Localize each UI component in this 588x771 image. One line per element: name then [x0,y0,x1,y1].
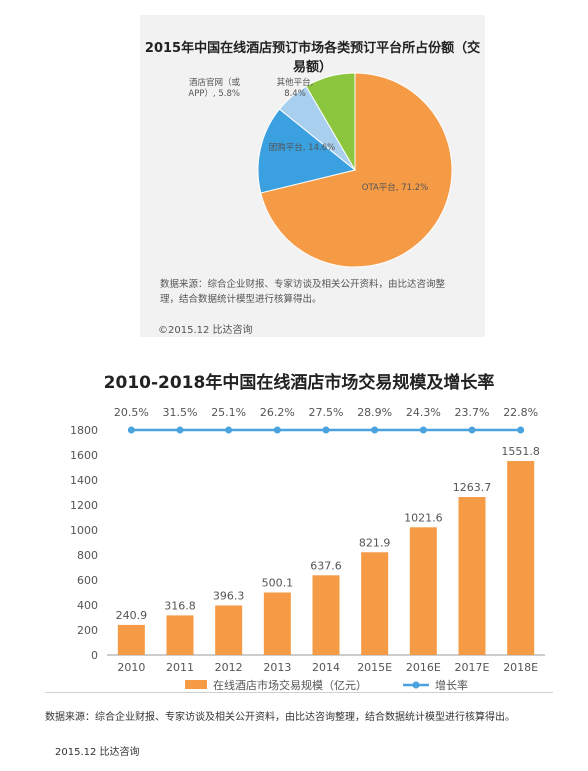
x-tick-label: 2015E [357,661,392,674]
growth-point [127,426,135,434]
growth-rate-label: 28.9% [357,406,392,419]
growth-rate-label: 22.8% [503,406,538,419]
legend-swatch-bars [185,680,207,689]
pie-slice-label-1: 团购平台, 14.6% [269,142,335,153]
growth-rate-label: 31.5% [163,406,198,419]
growth-point [273,426,281,434]
x-tick-label: 2016E [406,661,441,674]
bar-2013 [263,592,291,655]
bar-2016E [409,527,437,655]
y-tick-label: 1400 [70,474,98,487]
growth-point [419,426,427,434]
legend-label-bars: 在线酒店市场交易规模（亿元） [213,678,367,692]
pie-chart: OTA平台, 71.2% 团购平台, 14.6% 酒店官网（或 APP）, 5.8% 其… [188,72,453,268]
x-tick-label: 2013 [263,661,291,674]
y-tick-label: 1600 [70,449,98,462]
y-tick-label: 1800 [70,424,98,437]
growth-point [225,426,233,434]
bar-chart-title: 2010-2018年中国在线酒店市场交易规模及增长率 [103,373,495,393]
y-tick-label: 800 [77,549,98,562]
growth-rate-label: 23.7% [455,406,490,419]
y-tick-label: 1200 [70,499,98,512]
bar-2018E [507,461,535,655]
x-tick-label: 2011 [166,661,194,674]
pie-source-line-2: 理，结合数据统计模型进行核算得出。 [160,294,322,305]
y-tick-label: 1000 [70,524,98,537]
bar-value-label: 1263.7 [453,481,492,494]
bar-value-label: 240.9 [116,609,148,622]
legend-swatch-dot [412,681,420,689]
pie-chart-title: 2015年中国在线酒店预订市场各类预订平台所占份额（交易额） [144,41,481,75]
pie-slice-label-0: OTA平台, 71.2% [362,182,428,193]
bar-2015E [361,552,389,655]
bar-value-label: 316.8 [164,599,196,612]
divider [45,692,553,693]
growth-point [322,426,330,434]
bar-chart-panel: 2010-2018年中国在线酒店市场交易规模及增长率 0 200 400 600 800… [45,360,553,760]
bar-value-label: 821.9 [359,536,391,549]
x-tick-label: 2017E [455,661,490,674]
bar-value-label: 396.3 [213,589,245,602]
bar-source-note: 数据来源：综合企业财报、专家访谈及相关公开资料，由比达咨询整理，结合数据统计模型… [45,712,515,723]
growth-point [176,426,184,434]
pie-slice-label-3: 其他平台, 8.4% [277,77,314,99]
pie-slice-label-2: 酒店官网（或 APP）, 5.8% [188,77,240,99]
x-tick-label: 2012 [215,661,243,674]
growth-rate-label: 24.3% [406,406,441,419]
bar-2010 [117,624,145,655]
pie-source-note: 数据来源：综合企业财报、专家访谈及相关公开资料，由比达咨询整 理，结合数据统计模… [160,277,470,307]
legend-label-line: 增长率 [435,678,468,692]
bar-2014 [312,575,340,655]
bar-value-label: 1551.8 [501,445,540,458]
y-tick-label: 200 [77,624,98,637]
bar-2011 [166,615,194,655]
growth-point [371,426,379,434]
y-tick-label: 400 [77,599,98,612]
x-tick-label: 2010 [117,661,145,674]
pie-slice-1 [257,108,357,194]
growth-rate-label: 27.5% [309,406,344,419]
x-tick-label: 2014 [312,661,340,674]
x-tick-label: 2018E [503,661,538,674]
bar-copyright: 2015.12 比达咨询 [55,747,140,758]
pie-chart-panel: 2015年中国在线酒店预订市场各类预订平台所占份额（交易额） OTA平台, 71… [140,15,485,337]
bar-value-label: 1021.6 [404,511,443,524]
bar-value-label: 637.6 [310,559,342,572]
bar-2017E [458,497,486,655]
y-tick-label: 600 [77,574,98,587]
bar-chart: 0 200 400 600 800 1000 1200 1400 1600 1800 240.9 20… [70,406,545,692]
pie-source-line-1: 数据来源：综合企业财报、专家访谈及相关公开资料，由比达咨询整 [160,279,446,290]
growth-rate-label: 20.5% [114,406,149,419]
bar-value-label: 500.1 [262,576,294,589]
bar-2012 [215,605,243,655]
growth-point [468,426,476,434]
growth-point [517,426,525,434]
growth-rate-label: 26.2% [260,406,295,419]
pie-copyright: ©2015.12 比达咨询 [158,325,253,336]
pie-slice-0 [260,72,453,268]
y-tick-label: 0 [91,649,98,662]
pie-slice-3 [305,72,356,172]
growth-rate-label: 25.1% [211,406,246,419]
